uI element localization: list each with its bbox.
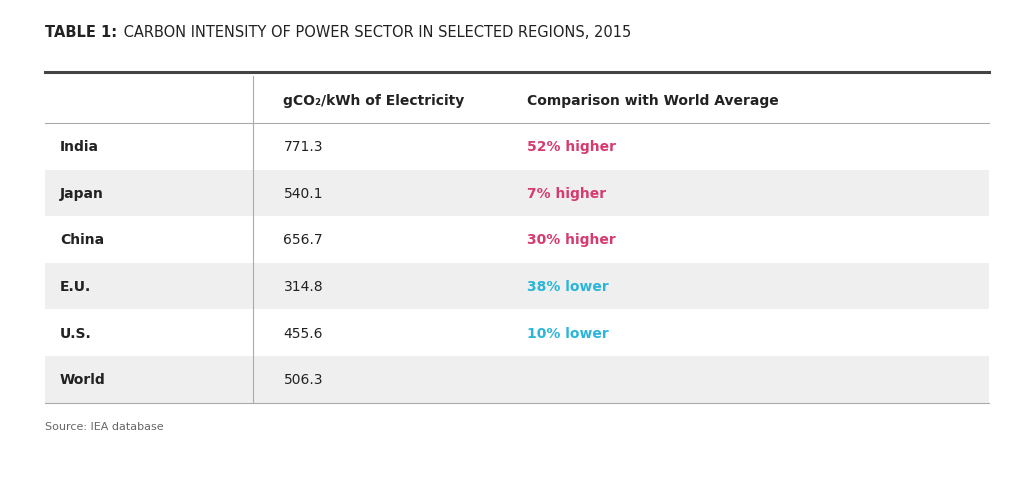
Bar — [45, 217, 989, 263]
Text: 10% lower: 10% lower — [527, 326, 609, 340]
Text: India: India — [60, 140, 99, 154]
Bar — [45, 263, 989, 310]
Bar — [45, 124, 989, 170]
Text: 540.1: 540.1 — [284, 187, 323, 201]
Text: 314.8: 314.8 — [284, 279, 324, 293]
Text: 7% higher: 7% higher — [527, 187, 606, 201]
Text: World: World — [60, 372, 105, 386]
Bar — [45, 310, 989, 356]
Text: China: China — [60, 233, 104, 247]
Text: E.U.: E.U. — [60, 279, 91, 293]
Bar — [45, 170, 989, 217]
Text: Source: IEA database: Source: IEA database — [45, 421, 164, 432]
Text: CARBON INTENSITY OF POWER SECTOR IN SELECTED REGIONS, 2015: CARBON INTENSITY OF POWER SECTOR IN SELE… — [119, 25, 631, 40]
Text: 656.7: 656.7 — [284, 233, 324, 247]
Bar — [45, 356, 989, 403]
Bar — [45, 77, 989, 124]
Text: 38% lower: 38% lower — [527, 279, 609, 293]
Text: 52% higher: 52% higher — [527, 140, 616, 154]
Text: gCO₂/kWh of Electricity: gCO₂/kWh of Electricity — [284, 94, 465, 108]
Text: Comparison with World Average: Comparison with World Average — [527, 94, 779, 108]
Text: 455.6: 455.6 — [284, 326, 323, 340]
Text: TABLE 1:: TABLE 1: — [45, 25, 117, 40]
Text: 771.3: 771.3 — [284, 140, 323, 154]
Text: U.S.: U.S. — [60, 326, 92, 340]
Text: Japan: Japan — [60, 187, 103, 201]
Text: 30% higher: 30% higher — [527, 233, 616, 247]
Text: 506.3: 506.3 — [284, 372, 323, 386]
